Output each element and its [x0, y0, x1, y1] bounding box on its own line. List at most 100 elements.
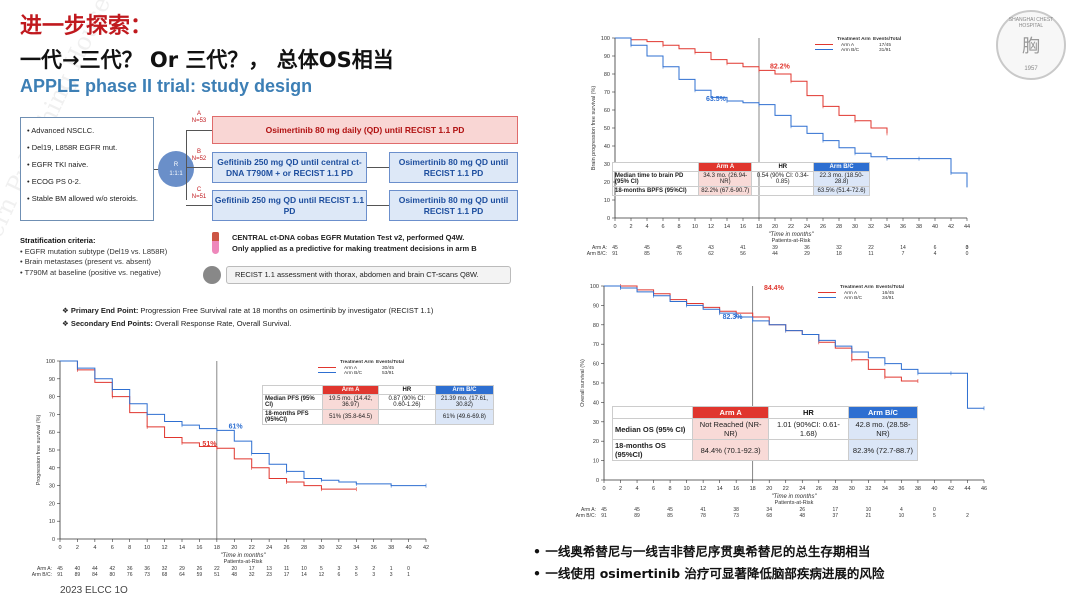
risk-count: 40 [75, 566, 81, 572]
x-tick-label: 30 [852, 224, 858, 230]
x-tick-label: 18 [750, 486, 756, 492]
y-tick-label: 80 [593, 323, 599, 329]
table-header: Arm A [698, 162, 753, 172]
ctdna-line2: Only applied as a predictive for making … [232, 244, 477, 253]
flow-arrow [154, 169, 159, 170]
randomization-letter: R [173, 162, 179, 168]
risk-count: 6 [337, 572, 340, 578]
table-header: HR [377, 385, 436, 395]
table-cell: 18-months PFS (95%CI) [261, 409, 324, 425]
y-tick-label: 100 [601, 36, 610, 42]
endpoints: Primary End Point: Progression Free Surv… [62, 304, 433, 330]
risk-count: 4 [900, 507, 903, 513]
risk-arm-label: Arm A: [37, 566, 52, 572]
x-axis-label: "Time in months" [768, 232, 814, 238]
slide-subtitle: APPLE phase II trial: study design [20, 76, 313, 96]
legend-events: 30/45 [382, 365, 394, 371]
risk-count: 44 [92, 566, 98, 572]
arm-b-second-line: Osimertinib 80 mg QD until RECIST 1.1 PD [389, 152, 518, 183]
table-header: Arm A [692, 406, 769, 419]
risk-count: 3 [390, 572, 393, 578]
criteria-item: EGFR TKI naive. [27, 156, 147, 173]
risk-count: 6 [934, 245, 937, 251]
y-axis-label: Progression free survival (%) [36, 415, 42, 486]
conclusion-item: 一线奥希替尼与一线吉非替尼序贯奥希替尼的总生存期相当 [533, 541, 884, 563]
risk-count: 36 [804, 245, 810, 251]
logo-year: 1957 [1024, 66, 1038, 72]
table-cell: 42.8 mo. (28.58-NR) [847, 418, 919, 440]
flow-arrow [186, 205, 212, 206]
x-tick-label: 8 [128, 545, 131, 551]
risk-count: 48 [799, 513, 805, 519]
risk-count: 56 [740, 251, 746, 257]
x-tick-label: 14 [179, 545, 185, 551]
risk-count: 91 [57, 572, 63, 578]
y-axis-label: Overall survival (%) [580, 359, 586, 407]
x-tick-label: 14 [724, 224, 730, 230]
arm-letter: B [196, 149, 201, 155]
x-tick-label: 14 [717, 486, 723, 492]
risk-count: 64 [179, 572, 185, 578]
table-cell: Median time to brain PD (95% CI) [611, 171, 700, 187]
hospital-logo: SHANGHAI CHEST HOSPITAL 胸 1957 [996, 10, 1066, 80]
y-tick-label: 10 [604, 198, 610, 204]
table-cell: 22.3 mo. (18.50-28.8) [813, 171, 870, 187]
x-tick-label: 32 [868, 224, 874, 230]
risk-count: 2 [372, 566, 375, 572]
legend-header: Treatment Arm [837, 36, 871, 42]
risk-count: 68 [162, 572, 168, 578]
risk-count: 11 [868, 251, 873, 257]
slide-title-line1: 进一步探索： [20, 14, 153, 39]
legend-header: Events/Total [876, 284, 904, 290]
risk-count: 3 [355, 566, 358, 572]
x-tick-label: 10 [684, 486, 690, 492]
x-tick-label: 6 [661, 224, 664, 230]
risk-count: 62 [708, 251, 714, 257]
y-tick-label: 30 [604, 162, 610, 168]
x-tick-label: 12 [700, 486, 706, 492]
risk-arm-label: Arm B/C: [576, 513, 596, 519]
risk-count: 0 [407, 566, 410, 572]
risk-count: 18 [836, 251, 842, 257]
flow-arrow [186, 167, 212, 168]
x-tick-label: 42 [423, 545, 429, 551]
risk-count: 3 [337, 566, 340, 572]
legend-series-name: Arm A [344, 365, 358, 371]
risk-count: 2 [966, 513, 969, 519]
risk-count: 48 [232, 572, 238, 578]
x-tick-label: 44 [964, 224, 970, 230]
conclusions: 一线奥希替尼与一线吉非替尼序贯奥希替尼的总生存期相当 一线使用 osimerti… [533, 541, 884, 585]
risk-count: 45 [601, 507, 607, 513]
y-tick-label: 0 [596, 478, 599, 484]
y-tick-label: 80 [604, 72, 610, 78]
arm-letter: C [196, 187, 202, 193]
risk-count: 91 [601, 513, 607, 519]
legend-header: Treatment Arm [840, 284, 874, 290]
table-header [611, 406, 694, 419]
x-tick-label: 0 [58, 545, 61, 551]
risk-count: 34 [766, 507, 772, 513]
risk-count: 1 [407, 572, 410, 578]
arm-c-second-line: Osimertinib 80 mg QD until RECIST 1.1 PD [389, 190, 518, 221]
risk-count: 41 [700, 507, 706, 513]
y-tick-label: 20 [604, 180, 610, 186]
x-tick-label: 20 [772, 224, 778, 230]
x-tick-label: 4 [645, 224, 648, 230]
x-tick-label: 0 [613, 224, 616, 230]
table-cell: 19.5 mo. (14.42, 36.97) [322, 394, 379, 410]
y-tick-label: 0 [607, 216, 610, 222]
table-cell: 84.4% (70.1-92.3) [692, 439, 769, 461]
table-header: Arm B/C [434, 385, 495, 395]
risk-count: 10 [866, 507, 872, 513]
risk-count: 29 [179, 566, 185, 572]
landmark-value-label: 82.2% [770, 63, 791, 70]
risk-count: 78 [700, 513, 706, 519]
x-tick-label: 38 [916, 224, 922, 230]
legend-events: 16/45 [882, 290, 894, 296]
table-cell: 34.3 mo. (26.94-NR) [698, 171, 753, 187]
table-cell: 1.01 (90%CI: 0.61-1.68) [767, 418, 849, 440]
risk-count: 68 [766, 513, 772, 519]
risk-count: 37 [833, 513, 839, 519]
